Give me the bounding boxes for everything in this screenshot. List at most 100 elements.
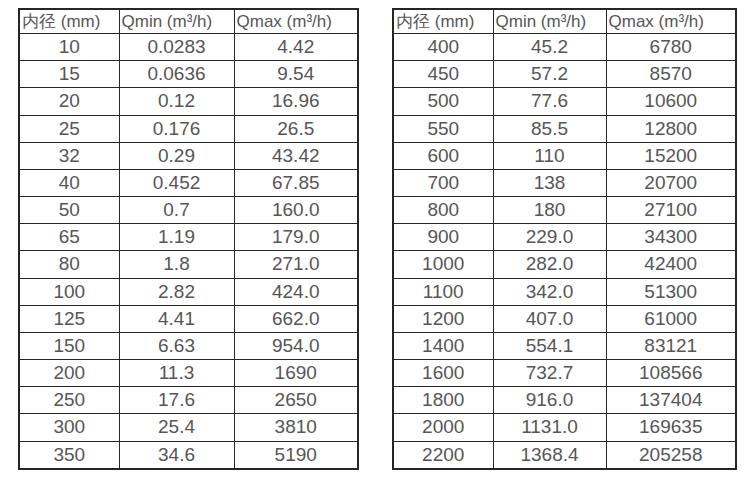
cell-qmin: 77.6 xyxy=(493,88,606,115)
cell-qmin: 0.0636 xyxy=(119,61,234,88)
cell-inner-diameter: 900 xyxy=(393,224,493,251)
cell-qmax: 42400 xyxy=(606,251,736,278)
cell-qmax: 27100 xyxy=(606,197,736,224)
header-inner-diameter: 内径 (mm) xyxy=(393,9,493,34)
cell-inner-diameter: 300 xyxy=(19,414,119,441)
cell-qmax: 15200 xyxy=(606,142,736,169)
cell-qmax: 108566 xyxy=(606,360,736,387)
cell-inner-diameter: 20 xyxy=(19,88,119,115)
cell-qmin: 85.5 xyxy=(493,115,606,142)
cell-inner-diameter: 40 xyxy=(19,169,119,196)
cell-qmax: 954.0 xyxy=(234,332,358,359)
cell-qmin: 0.452 xyxy=(119,169,234,196)
table-row: 200.1216.96 xyxy=(19,88,358,115)
cell-inner-diameter: 700 xyxy=(393,169,493,196)
table-row: 40045.26780 xyxy=(393,34,736,61)
table-row: 45057.28570 xyxy=(393,61,736,88)
cell-qmax: 205258 xyxy=(606,441,736,469)
cell-qmin: 1368.4 xyxy=(493,441,606,469)
table-header-row: 内径 (mm) Qmin (m³/h) Qmax (m³/h) xyxy=(393,9,736,34)
cell-qmin: 282.0 xyxy=(493,251,606,278)
table-row: 900229.034300 xyxy=(393,224,736,251)
table-row: 50077.610600 xyxy=(393,88,736,115)
cell-qmax: 424.0 xyxy=(234,278,358,305)
cell-inner-diameter: 100 xyxy=(19,278,119,305)
cell-inner-diameter: 1800 xyxy=(393,387,493,414)
header-qmax: Qmax (m³/h) xyxy=(234,9,358,34)
table-row: 400.45267.85 xyxy=(19,169,358,196)
table-row: 80018027100 xyxy=(393,197,736,224)
table-row: 250.17626.5 xyxy=(19,115,358,142)
table-row: 1200407.061000 xyxy=(393,305,736,332)
cell-inner-diameter: 125 xyxy=(19,305,119,332)
cell-inner-diameter: 600 xyxy=(393,142,493,169)
cell-qmin: 45.2 xyxy=(493,34,606,61)
cell-inner-diameter: 50 xyxy=(19,197,119,224)
header-qmin: Qmin (m³/h) xyxy=(493,9,606,34)
cell-qmin: 1.19 xyxy=(119,224,234,251)
flow-range-table-small-diameters: 内径 (mm) Qmin (m³/h) Qmax (m³/h) 100.0283… xyxy=(18,8,359,470)
cell-qmin: 25.4 xyxy=(119,414,234,441)
cell-qmax: 43.42 xyxy=(234,142,358,169)
table-row: 70013820700 xyxy=(393,169,736,196)
cell-qmax: 137404 xyxy=(606,387,736,414)
cell-qmax: 83121 xyxy=(606,332,736,359)
table-row: 60011015200 xyxy=(393,142,736,169)
cell-qmax: 4.42 xyxy=(234,34,358,61)
cell-qmax: 61000 xyxy=(606,305,736,332)
cell-qmax: 10600 xyxy=(606,88,736,115)
table-row: 801.8271.0 xyxy=(19,251,358,278)
table-body: 100.02834.42150.06369.54200.1216.96250.1… xyxy=(19,34,358,470)
table-row: 1002.82424.0 xyxy=(19,278,358,305)
table-row: 150.06369.54 xyxy=(19,61,358,88)
cell-inner-diameter: 500 xyxy=(393,88,493,115)
cell-qmax: 12800 xyxy=(606,115,736,142)
table-row: 320.2943.42 xyxy=(19,142,358,169)
table-row: 20001131.0169635 xyxy=(393,414,736,441)
cell-qmax: 26.5 xyxy=(234,115,358,142)
table-row: 1600732.7108566 xyxy=(393,360,736,387)
flow-range-table-large-diameters: 内径 (mm) Qmin (m³/h) Qmax (m³/h) 40045.26… xyxy=(392,8,737,470)
cell-qmax: 2650 xyxy=(234,387,358,414)
cell-qmax: 271.0 xyxy=(234,251,358,278)
cell-qmax: 3810 xyxy=(234,414,358,441)
table-row: 651.19179.0 xyxy=(19,224,358,251)
table-row: 1254.41662.0 xyxy=(19,305,358,332)
cell-qmax: 20700 xyxy=(606,169,736,196)
cell-inner-diameter: 1200 xyxy=(393,305,493,332)
cell-qmin: 17.6 xyxy=(119,387,234,414)
cell-qmax: 67.85 xyxy=(234,169,358,196)
cell-inner-diameter: 350 xyxy=(19,441,119,469)
cell-qmin: 138 xyxy=(493,169,606,196)
cell-qmin: 407.0 xyxy=(493,305,606,332)
cell-qmax: 169635 xyxy=(606,414,736,441)
table-row: 1800916.0137404 xyxy=(393,387,736,414)
table-row: 55085.512800 xyxy=(393,115,736,142)
cell-inner-diameter: 250 xyxy=(19,387,119,414)
cell-inner-diameter: 2000 xyxy=(393,414,493,441)
cell-inner-diameter: 550 xyxy=(393,115,493,142)
cell-inner-diameter: 200 xyxy=(19,360,119,387)
cell-inner-diameter: 1400 xyxy=(393,332,493,359)
cell-qmax: 51300 xyxy=(606,278,736,305)
cell-inner-diameter: 2200 xyxy=(393,441,493,469)
cell-qmax: 34300 xyxy=(606,224,736,251)
cell-qmin: 732.7 xyxy=(493,360,606,387)
table-body: 40045.2678045057.2857050077.61060055085.… xyxy=(393,34,736,470)
cell-inner-diameter: 1100 xyxy=(393,278,493,305)
cell-inner-diameter: 15 xyxy=(19,61,119,88)
cell-inner-diameter: 65 xyxy=(19,224,119,251)
cell-qmax: 6780 xyxy=(606,34,736,61)
cell-inner-diameter: 80 xyxy=(19,251,119,278)
cell-qmin: 342.0 xyxy=(493,278,606,305)
cell-qmax: 8570 xyxy=(606,61,736,88)
cell-qmin: 1.8 xyxy=(119,251,234,278)
cell-inner-diameter: 400 xyxy=(393,34,493,61)
cell-inner-diameter: 10 xyxy=(19,34,119,61)
table-row: 22001368.4205258 xyxy=(393,441,736,469)
header-inner-diameter: 内径 (mm) xyxy=(19,9,119,34)
table-row: 1400554.183121 xyxy=(393,332,736,359)
cell-qmax: 662.0 xyxy=(234,305,358,332)
cell-qmin: 0.7 xyxy=(119,197,234,224)
cell-qmin: 554.1 xyxy=(493,332,606,359)
